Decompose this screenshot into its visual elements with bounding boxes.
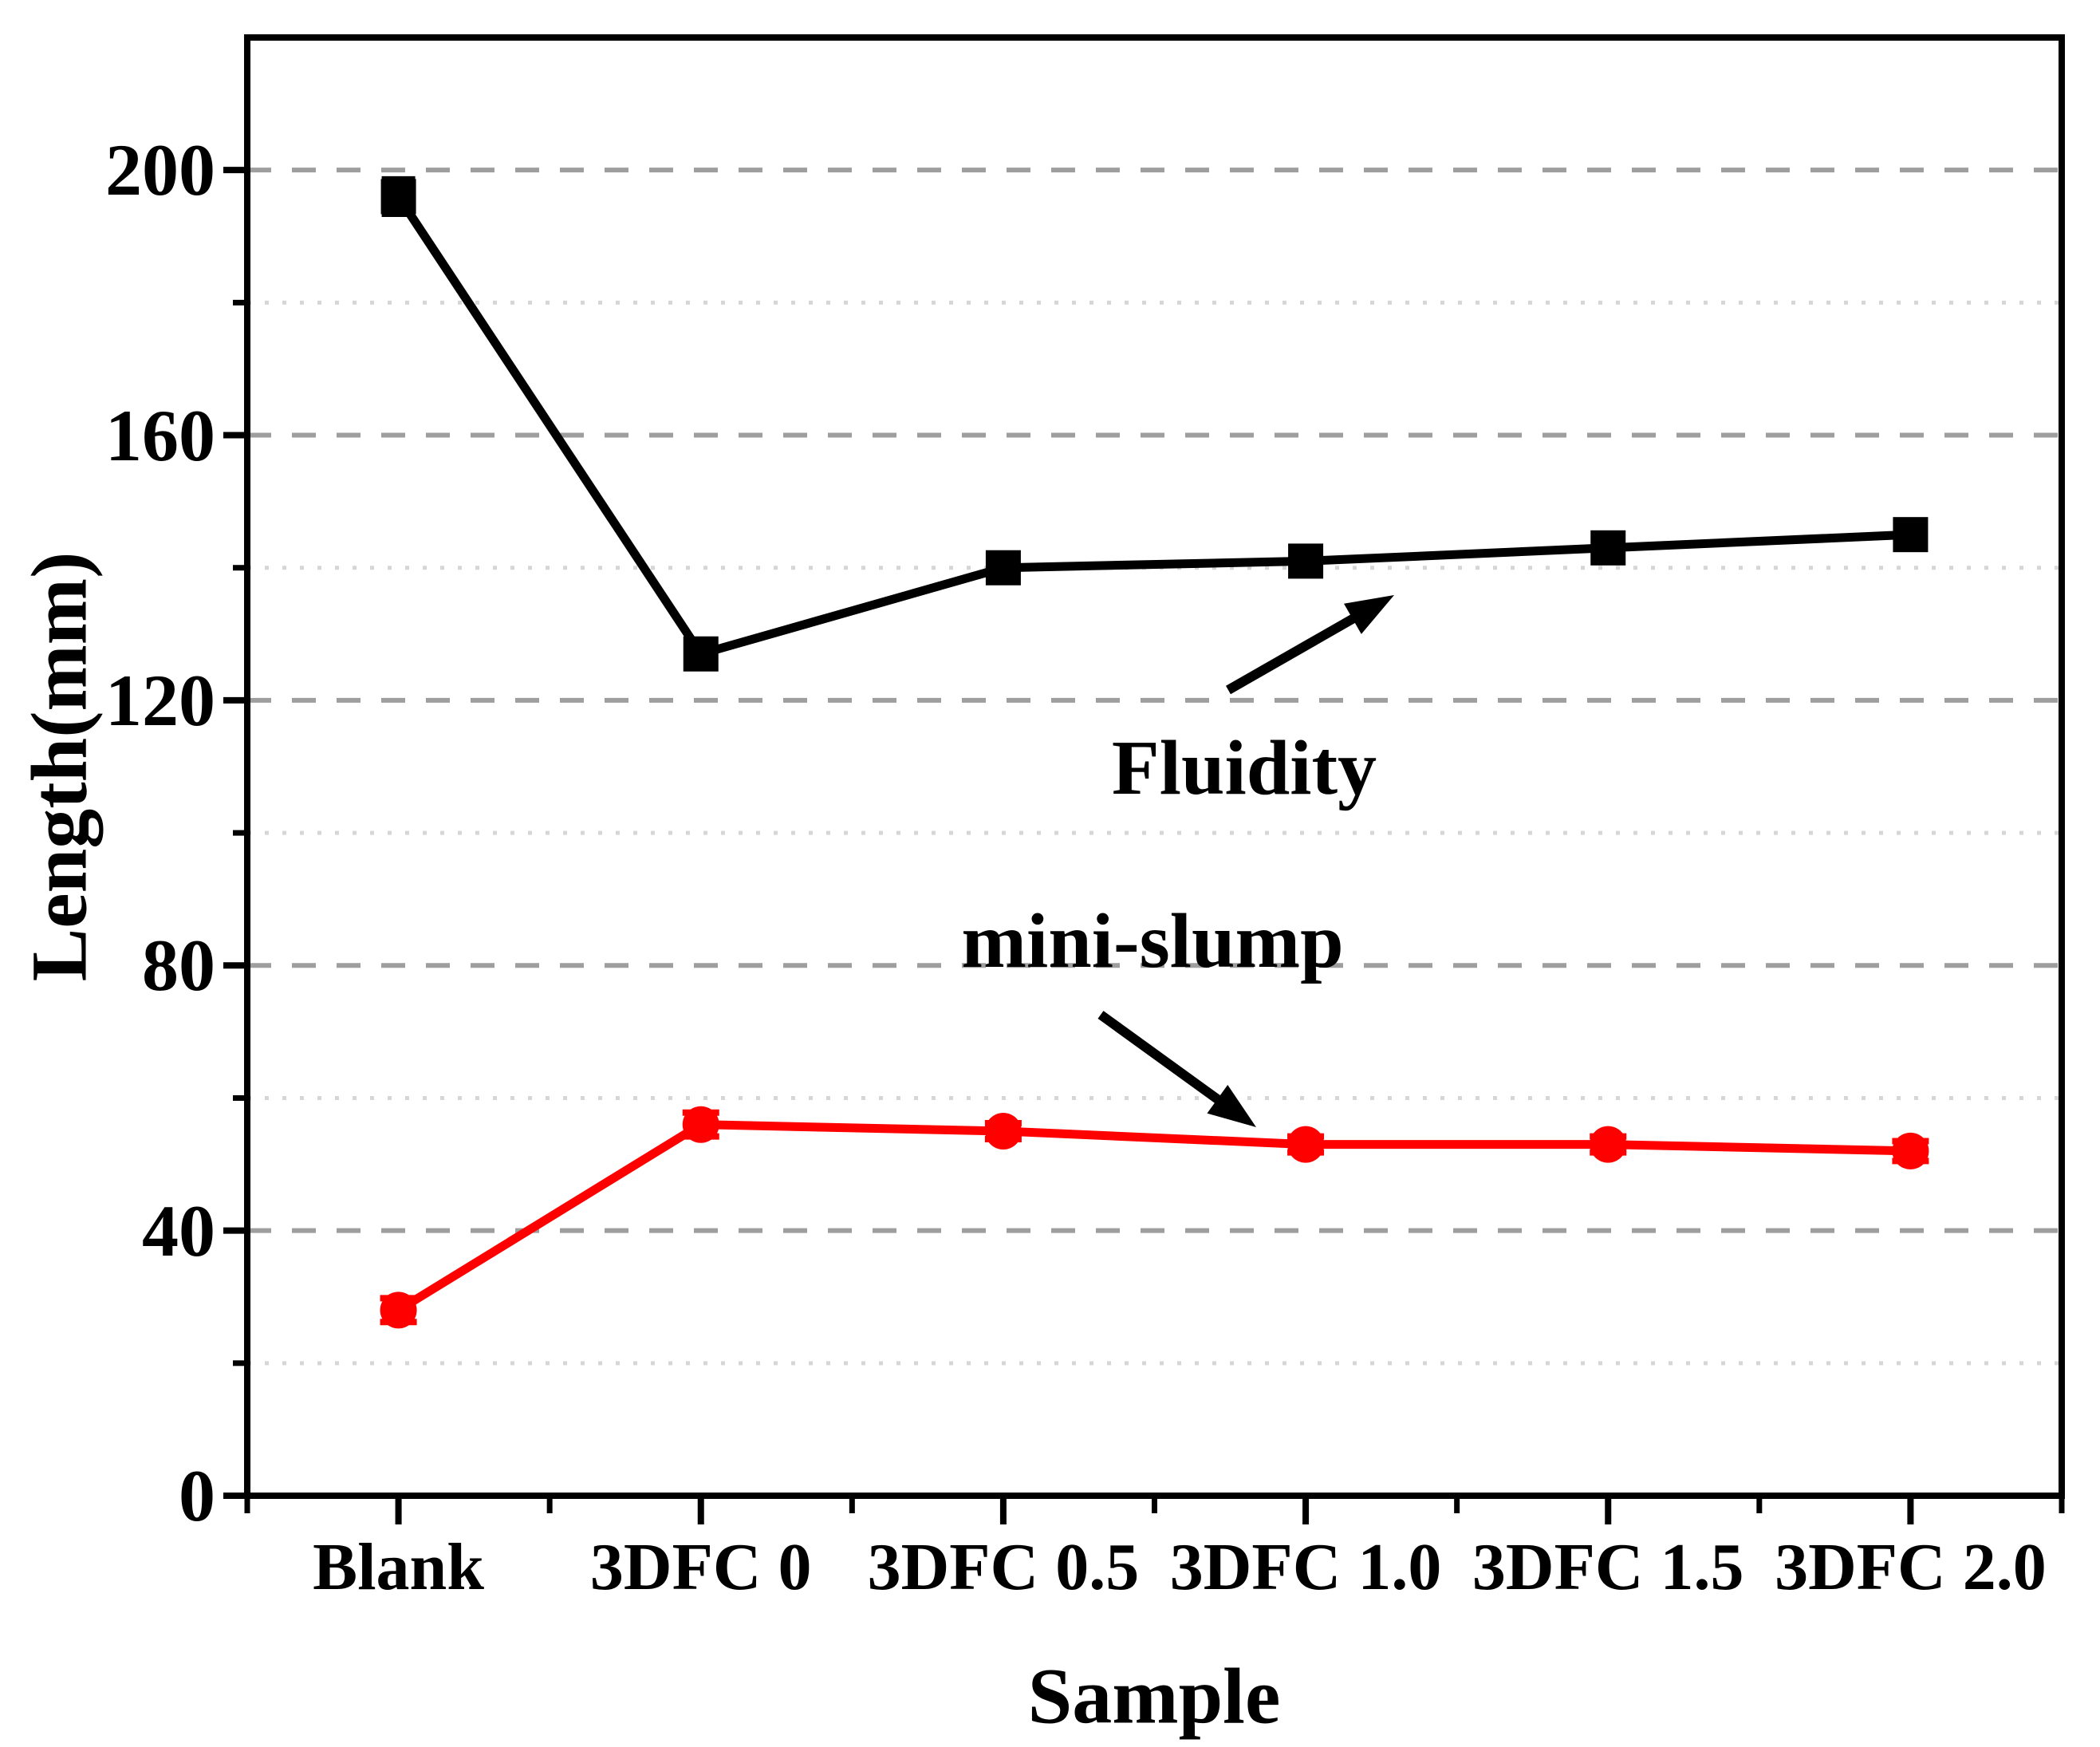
x-tick-label: 3DFC 0.5: [867, 1530, 1140, 1604]
marker-mini-slump: [1590, 1126, 1627, 1163]
marker-mini-slump: [984, 1113, 1022, 1150]
x-tick-label: 3DFC 1.5: [1472, 1530, 1744, 1604]
y-tick-label: 120: [105, 659, 215, 741]
y-tick-label: 80: [142, 925, 215, 1007]
y-tick-label: 40: [142, 1189, 215, 1272]
y-tick-label: 0: [179, 1455, 215, 1536]
plot-box: [244, 34, 2065, 1499]
marker-fluidity: [683, 636, 719, 672]
series-line-fluidity: [394, 194, 1911, 660]
marker-fluidity: [985, 550, 1021, 586]
marker-mini-slump: [380, 1292, 417, 1329]
series-line-mini-slump: [396, 1120, 1911, 1315]
marker-fluidity: [380, 179, 416, 215]
marker-fluidity: [1893, 517, 1929, 553]
x-tick-label: 3DFC 0: [589, 1530, 812, 1604]
marker-mini-slump: [1287, 1126, 1325, 1163]
x-tick-label: 3DFC 1.0: [1169, 1530, 1442, 1604]
marker-mini-slump: [682, 1106, 719, 1143]
annotation-arrow-head: [1343, 595, 1394, 634]
marker-fluidity: [1590, 530, 1626, 566]
annotation-mini-slump: mini-slump: [961, 898, 1344, 984]
annotation-arrow-shaft: [1097, 1011, 1226, 1107]
annotation-arrow-head: [1207, 1085, 1256, 1127]
y-tick-label: 160: [105, 394, 215, 476]
annotation-fluidity: Fluidity: [1111, 725, 1377, 811]
x-tick-label: Blank: [313, 1530, 484, 1604]
marker-mini-slump: [1892, 1132, 1929, 1169]
y-tick-label: 200: [105, 129, 215, 211]
annotation-arrow-shaft: [1226, 611, 1361, 695]
marker-fluidity: [1288, 543, 1324, 579]
x-axis-title: Sample: [1027, 1651, 1281, 1741]
x-tick-label: 3DFC 2.0: [1775, 1530, 2047, 1604]
